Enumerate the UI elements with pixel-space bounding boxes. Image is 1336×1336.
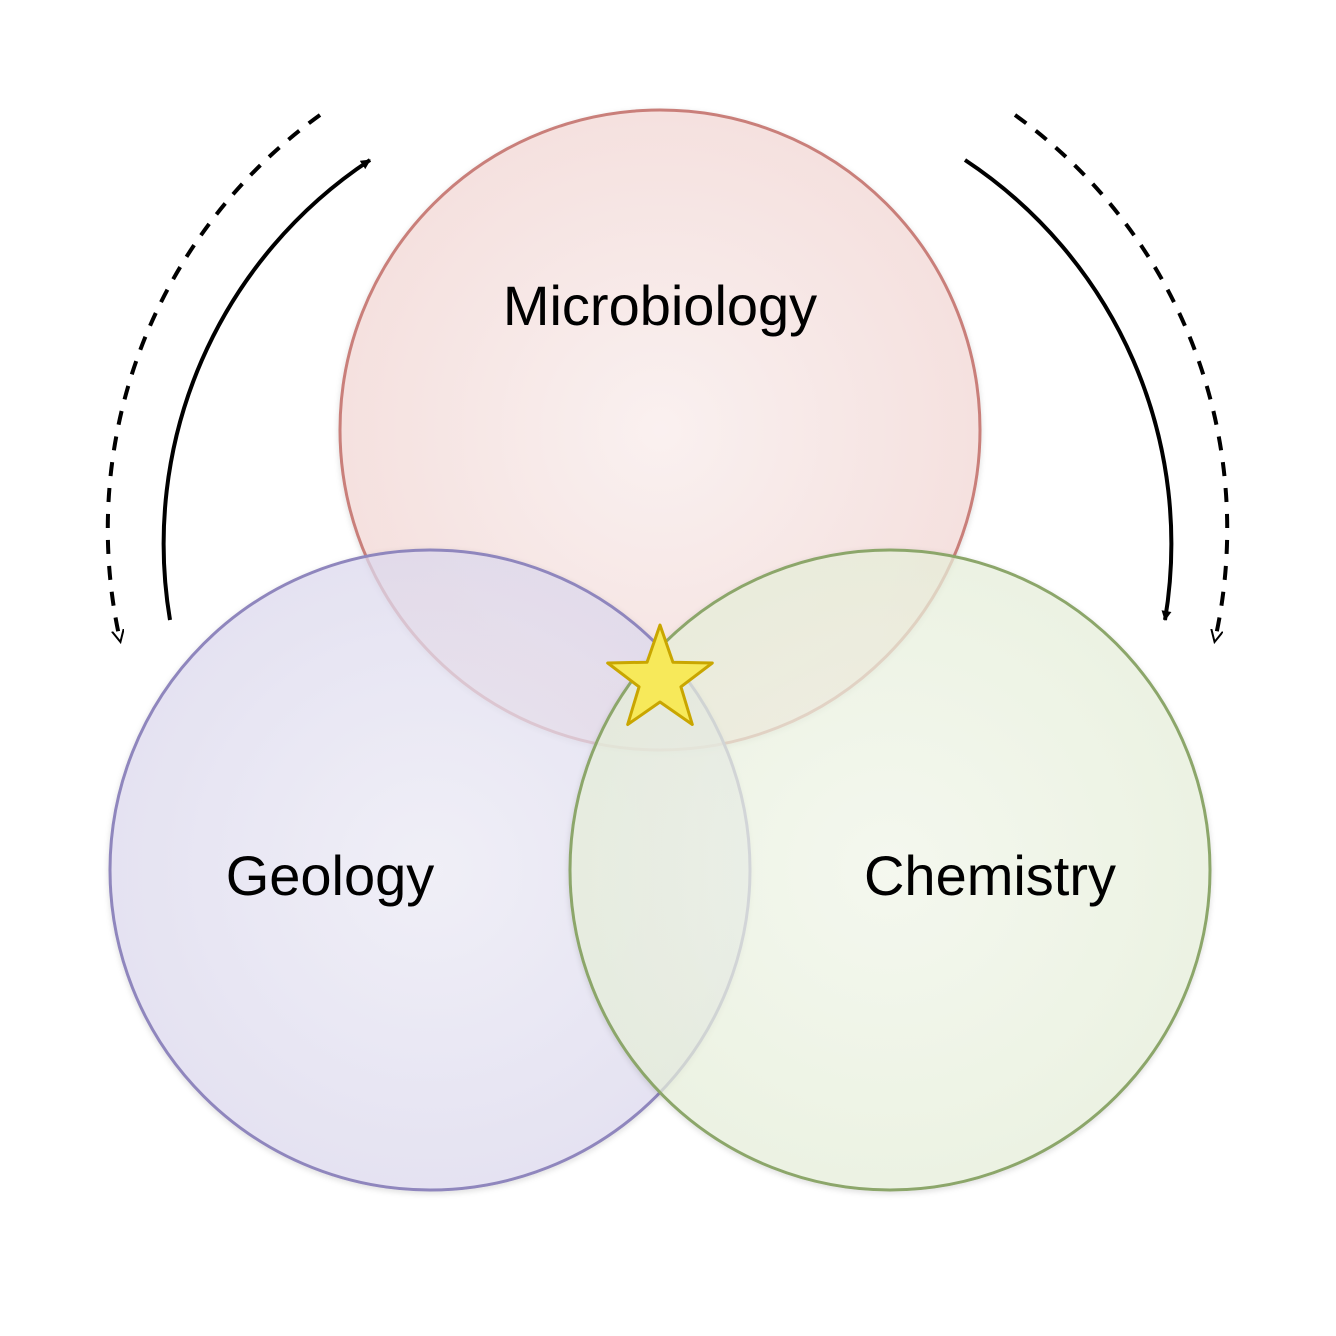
venn-diagram: Microbiology Geology Chemistry: [0, 0, 1336, 1336]
label-top: Microbiology: [503, 274, 817, 337]
arrow-left-dashed: [108, 115, 320, 640]
arrow-left-solid: [164, 160, 370, 620]
arrow-right-dashed: [1015, 115, 1227, 640]
arrow-right-solid: [965, 160, 1171, 620]
label-left: Geology: [226, 844, 435, 907]
label-right: Chemistry: [864, 844, 1116, 907]
